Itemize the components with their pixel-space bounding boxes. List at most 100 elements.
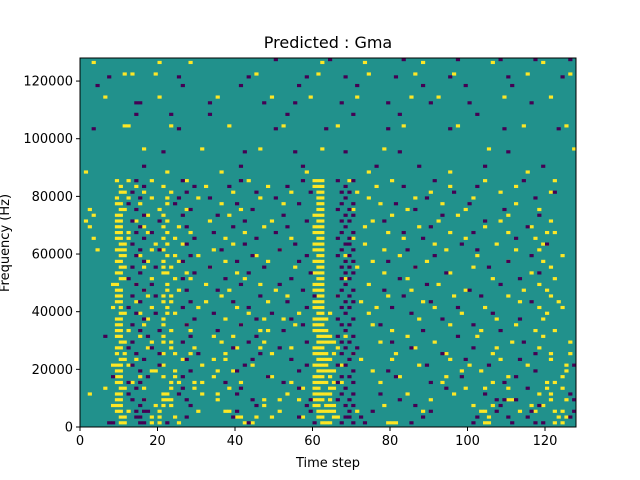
heatmap-cell-low — [126, 346, 131, 350]
heatmap-cell-low — [424, 282, 430, 287]
heatmap-cell-high — [118, 328, 123, 333]
heatmap-cell-low — [343, 415, 348, 419]
heatmap-cell-high — [366, 311, 371, 315]
heatmap-cell-low — [572, 409, 577, 413]
heatmap-cell-low — [362, 421, 368, 425]
heatmap-cell-high — [316, 248, 321, 252]
heatmap-cell-high — [219, 294, 224, 298]
heatmap-cell-high — [219, 340, 224, 344]
heatmap-cell-high — [215, 398, 220, 402]
heatmap-cell-low — [517, 357, 523, 361]
heatmap-cell-low — [235, 259, 240, 263]
heatmap-cell-high — [320, 259, 325, 263]
heatmap-cell-low — [428, 380, 433, 385]
heatmap-cell-low — [142, 184, 147, 189]
heatmap-cell-high — [293, 323, 298, 327]
heatmap-cell-low — [111, 421, 116, 425]
heatmap-cell-high — [328, 311, 333, 315]
heatmap-cell-high — [87, 207, 92, 212]
heatmap-cell-low — [413, 265, 418, 269]
heatmap-cell-high — [161, 392, 166, 396]
heatmap-cell-low — [409, 346, 414, 350]
heatmap-cell-low — [347, 219, 352, 223]
heatmap-cell-high — [169, 265, 174, 269]
heatmap-cell-high — [548, 219, 554, 223]
heatmap-cell-high — [145, 294, 151, 298]
heatmap-cell-low — [192, 271, 197, 275]
heatmap-cell-low — [246, 75, 251, 79]
heatmap-cell-high — [320, 305, 325, 310]
heatmap-cell-high — [397, 375, 402, 379]
heatmap-cell-low — [157, 328, 162, 333]
heatmap-cell-high — [320, 334, 325, 338]
heatmap-cell-low — [173, 202, 178, 206]
heatmap-cell-high — [262, 398, 267, 402]
heatmap-cell-high — [269, 375, 275, 379]
heatmap-cell-low — [421, 83, 426, 88]
heatmap-cell-low — [506, 150, 511, 154]
heatmap-cell-high — [114, 282, 120, 287]
heatmap-cell-high — [316, 282, 321, 287]
heatmap-cell-low — [475, 112, 480, 116]
heatmap-cell-low — [176, 75, 182, 79]
heatmap-cell-high — [300, 386, 306, 390]
heatmap-cell-high — [149, 415, 154, 419]
heatmap-cell-high — [432, 242, 437, 246]
heatmap-cell-low — [343, 196, 348, 200]
heatmap-cell-high — [533, 409, 538, 413]
heatmap-cell-low — [238, 83, 244, 88]
heatmap-cell-low — [572, 398, 577, 402]
heatmap-cell-high — [328, 369, 333, 373]
heatmap-cell-low — [339, 101, 344, 105]
heatmap-cell-high — [289, 236, 294, 240]
heatmap-cell-low — [157, 248, 162, 252]
heatmap-cell-low — [328, 58, 333, 62]
heatmap-cell-high — [328, 334, 333, 338]
heatmap-cell-low — [130, 265, 135, 269]
heatmap-cell-high — [114, 317, 120, 321]
heatmap-cell-high — [316, 179, 321, 183]
heatmap-cell-high — [196, 196, 201, 200]
heatmap-cell-high — [231, 190, 236, 194]
heatmap-cell-low — [138, 248, 143, 252]
heatmap-cell-high — [320, 375, 325, 379]
heatmap-cell-low — [235, 409, 240, 413]
heatmap-cell-low — [107, 421, 112, 425]
heatmap-cell-high — [126, 179, 131, 183]
heatmap-cell-high — [211, 357, 216, 361]
heatmap-cell-high — [312, 288, 317, 292]
heatmap-cell-high — [320, 236, 325, 240]
y-axis: 0 20000 40000 60000 80000 100000 120000 — [23, 75, 80, 436]
heatmap-cell-high — [393, 421, 399, 425]
heatmap-cell-high — [564, 369, 569, 373]
heatmap-cell-high — [320, 328, 325, 333]
heatmap-cell-low — [521, 179, 526, 183]
heatmap-cell-low — [351, 259, 356, 263]
heatmap-cell-high — [483, 421, 488, 425]
heatmap-cell-high — [378, 380, 383, 385]
heatmap-cell-high — [397, 254, 402, 258]
heatmap-cell-high — [118, 317, 123, 321]
heatmap-cell-low — [339, 421, 344, 425]
heatmap-cell-low — [533, 352, 538, 356]
heatmap-cell-high — [118, 346, 123, 350]
heatmap-cell-high — [316, 271, 321, 275]
heatmap-cell-high — [529, 271, 534, 275]
heatmap-cell-low — [277, 248, 282, 252]
heatmap-cell-low — [312, 294, 317, 298]
heatmap-cell-low — [475, 184, 480, 189]
heatmap-cell-high — [114, 392, 120, 396]
heatmap-cell-low — [390, 340, 395, 344]
heatmap-cell-high — [114, 248, 120, 252]
heatmap-cell-low — [242, 363, 247, 367]
heatmap-cell-low — [126, 392, 131, 396]
heatmap-cell-low — [440, 352, 445, 356]
heatmap-cell-high — [161, 259, 166, 263]
heatmap-cell-high — [223, 409, 228, 413]
heatmap-cell-low — [161, 150, 166, 154]
heatmap-cell-high — [475, 254, 480, 258]
heatmap-cell-high — [405, 334, 410, 338]
heatmap-cell-low — [347, 207, 352, 212]
heatmap-cell-high — [223, 357, 228, 361]
heatmap-cell-low — [514, 236, 519, 240]
